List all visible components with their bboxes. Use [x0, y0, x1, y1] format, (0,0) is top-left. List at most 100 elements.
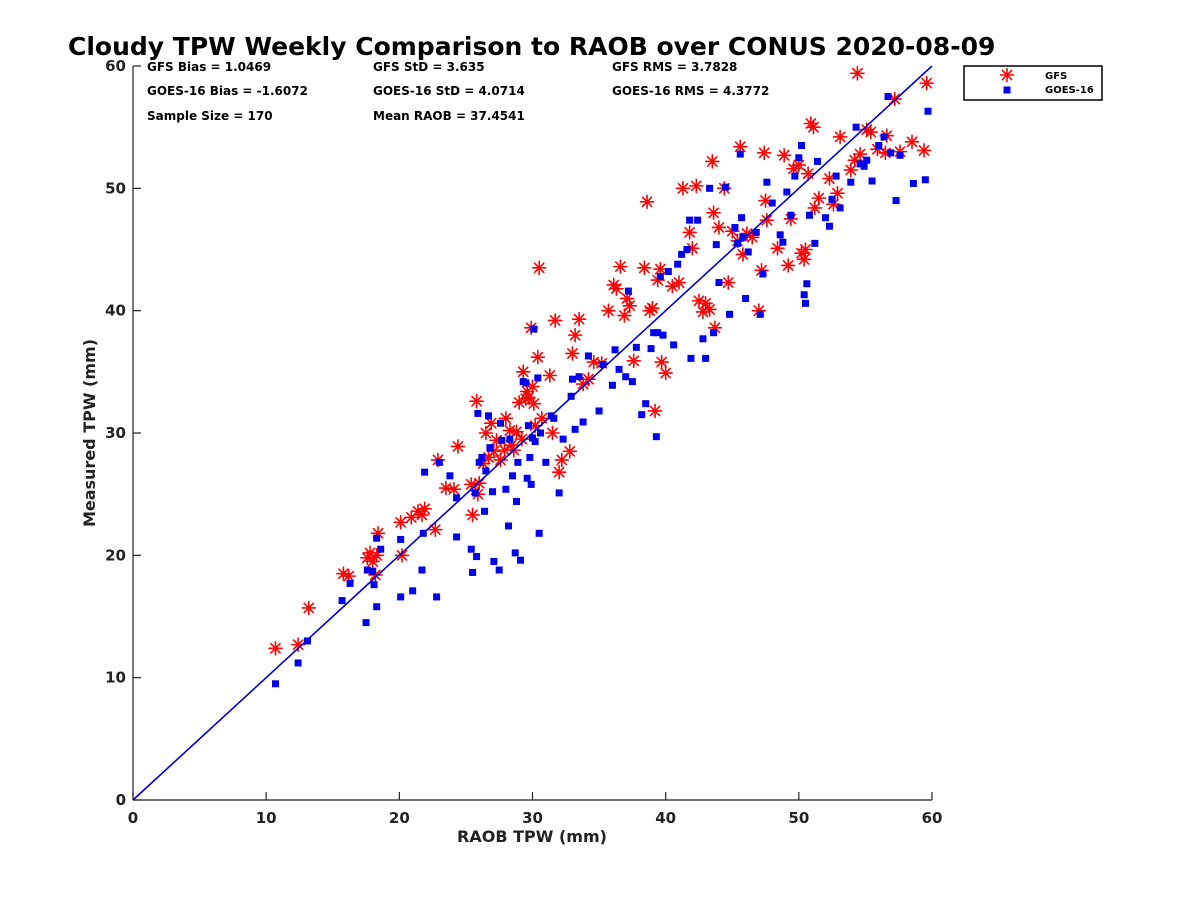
point-goes-16	[800, 291, 808, 299]
legend-label-goes-16: GOES-16	[1045, 85, 1094, 96]
point-goes-16	[699, 335, 707, 343]
point-goes-16	[763, 178, 771, 186]
point-gfs	[478, 425, 494, 441]
point-goes-16	[887, 149, 895, 157]
point-gfs	[654, 354, 669, 370]
point-goes-16	[924, 107, 932, 115]
point-gfs	[822, 171, 837, 186]
y-tick-label: 50	[105, 179, 126, 197]
point-gfs	[609, 281, 624, 296]
point-gfs	[832, 129, 848, 145]
point-gfs	[469, 393, 484, 409]
point-gfs	[471, 475, 487, 491]
point-goes-16	[513, 498, 521, 506]
point-gfs	[759, 212, 775, 228]
point-goes-16	[710, 329, 718, 337]
point-gfs	[493, 452, 508, 468]
point-goes-16	[469, 568, 477, 576]
point-gfs	[916, 143, 932, 158]
y-axis-label: Measured TPW (mm)	[80, 339, 99, 527]
point-goes-16	[490, 557, 498, 565]
point-gfs	[637, 260, 652, 276]
point-goes-16	[615, 365, 623, 373]
point-gfs	[791, 157, 807, 173]
legend-marker-goes-16	[1003, 86, 1011, 94]
point-goes-16	[471, 489, 479, 497]
point-goes-16	[453, 533, 461, 541]
point-gfs	[581, 371, 596, 387]
point-goes-16	[797, 142, 805, 150]
point-goes-16	[674, 260, 682, 268]
point-goes-16	[884, 93, 892, 101]
point-goes-16	[495, 566, 503, 574]
point-gfs	[658, 365, 673, 381]
point-goes-16	[868, 177, 876, 185]
point-goes-16	[652, 433, 660, 441]
point-gfs	[682, 225, 697, 240]
point-goes-16	[722, 183, 730, 191]
point-goes-16	[683, 246, 691, 253]
point-gfs	[645, 300, 660, 316]
point-goes-16	[534, 374, 542, 382]
point-goes-16	[694, 216, 702, 224]
point-gfs	[514, 431, 530, 447]
point-gfs	[796, 251, 812, 267]
point-gfs	[688, 178, 704, 194]
point-gfs	[509, 424, 524, 440]
point-goes-16	[555, 489, 563, 497]
point-goes-16	[363, 566, 371, 574]
point-goes-16	[418, 566, 426, 574]
point-goes-16	[523, 474, 531, 482]
point-gfs	[617, 308, 632, 323]
point-goes-16	[571, 425, 579, 433]
point-goes-16	[369, 567, 377, 575]
point-goes-16	[805, 211, 813, 219]
point-goes-16	[768, 199, 776, 207]
point-goes-16	[756, 310, 764, 318]
x-tick-label: 0	[128, 809, 138, 827]
point-goes-16	[811, 239, 819, 247]
point-goes-16	[875, 142, 883, 150]
stat-gfs-std: GFS StD = 3.635	[373, 60, 485, 74]
point-goes-16	[821, 214, 829, 222]
point-gfs	[394, 548, 410, 563]
stat-gfs-rms: GFS RMS = 3.7828	[612, 60, 737, 74]
point-goes-16	[489, 488, 497, 496]
point-goes-16	[650, 329, 658, 337]
point-goes-16	[486, 444, 494, 452]
point-goes-16	[828, 195, 836, 203]
point-goes-16	[531, 438, 539, 446]
point-goes-16	[642, 400, 650, 408]
point-gfs	[613, 259, 628, 274]
point-gfs	[525, 379, 540, 394]
point-goes-16	[752, 228, 760, 236]
point-goes-16	[712, 241, 720, 249]
point-goes-16	[622, 373, 630, 381]
point-goes-16	[502, 485, 510, 493]
point-goes-16	[514, 458, 522, 466]
point-gfs	[268, 641, 283, 656]
point-goes-16	[744, 248, 752, 256]
point-goes-16	[776, 231, 784, 239]
point-gfs	[675, 181, 691, 196]
point-gfs	[551, 464, 567, 480]
point-goes-16	[473, 553, 481, 561]
point-goes-16	[294, 659, 302, 667]
point-goes-16	[584, 352, 592, 360]
point-gfs	[531, 260, 547, 276]
y-tick-label: 40	[105, 302, 126, 320]
point-goes-16	[608, 381, 616, 389]
point-gfs	[711, 220, 727, 235]
point-goes-16	[638, 411, 646, 419]
point-gfs	[417, 501, 432, 517]
point-goes-16	[271, 680, 279, 688]
point-goes-16	[847, 178, 855, 186]
point-goes-16	[892, 197, 900, 205]
point-gfs	[545, 425, 560, 441]
point-goes-16	[568, 375, 576, 383]
point-gfs	[565, 346, 580, 361]
x-axis-label: RAOB TPW (mm)	[457, 827, 607, 846]
point-gfs	[622, 298, 638, 314]
point-goes-16	[664, 268, 672, 276]
point-goes-16	[595, 407, 603, 415]
